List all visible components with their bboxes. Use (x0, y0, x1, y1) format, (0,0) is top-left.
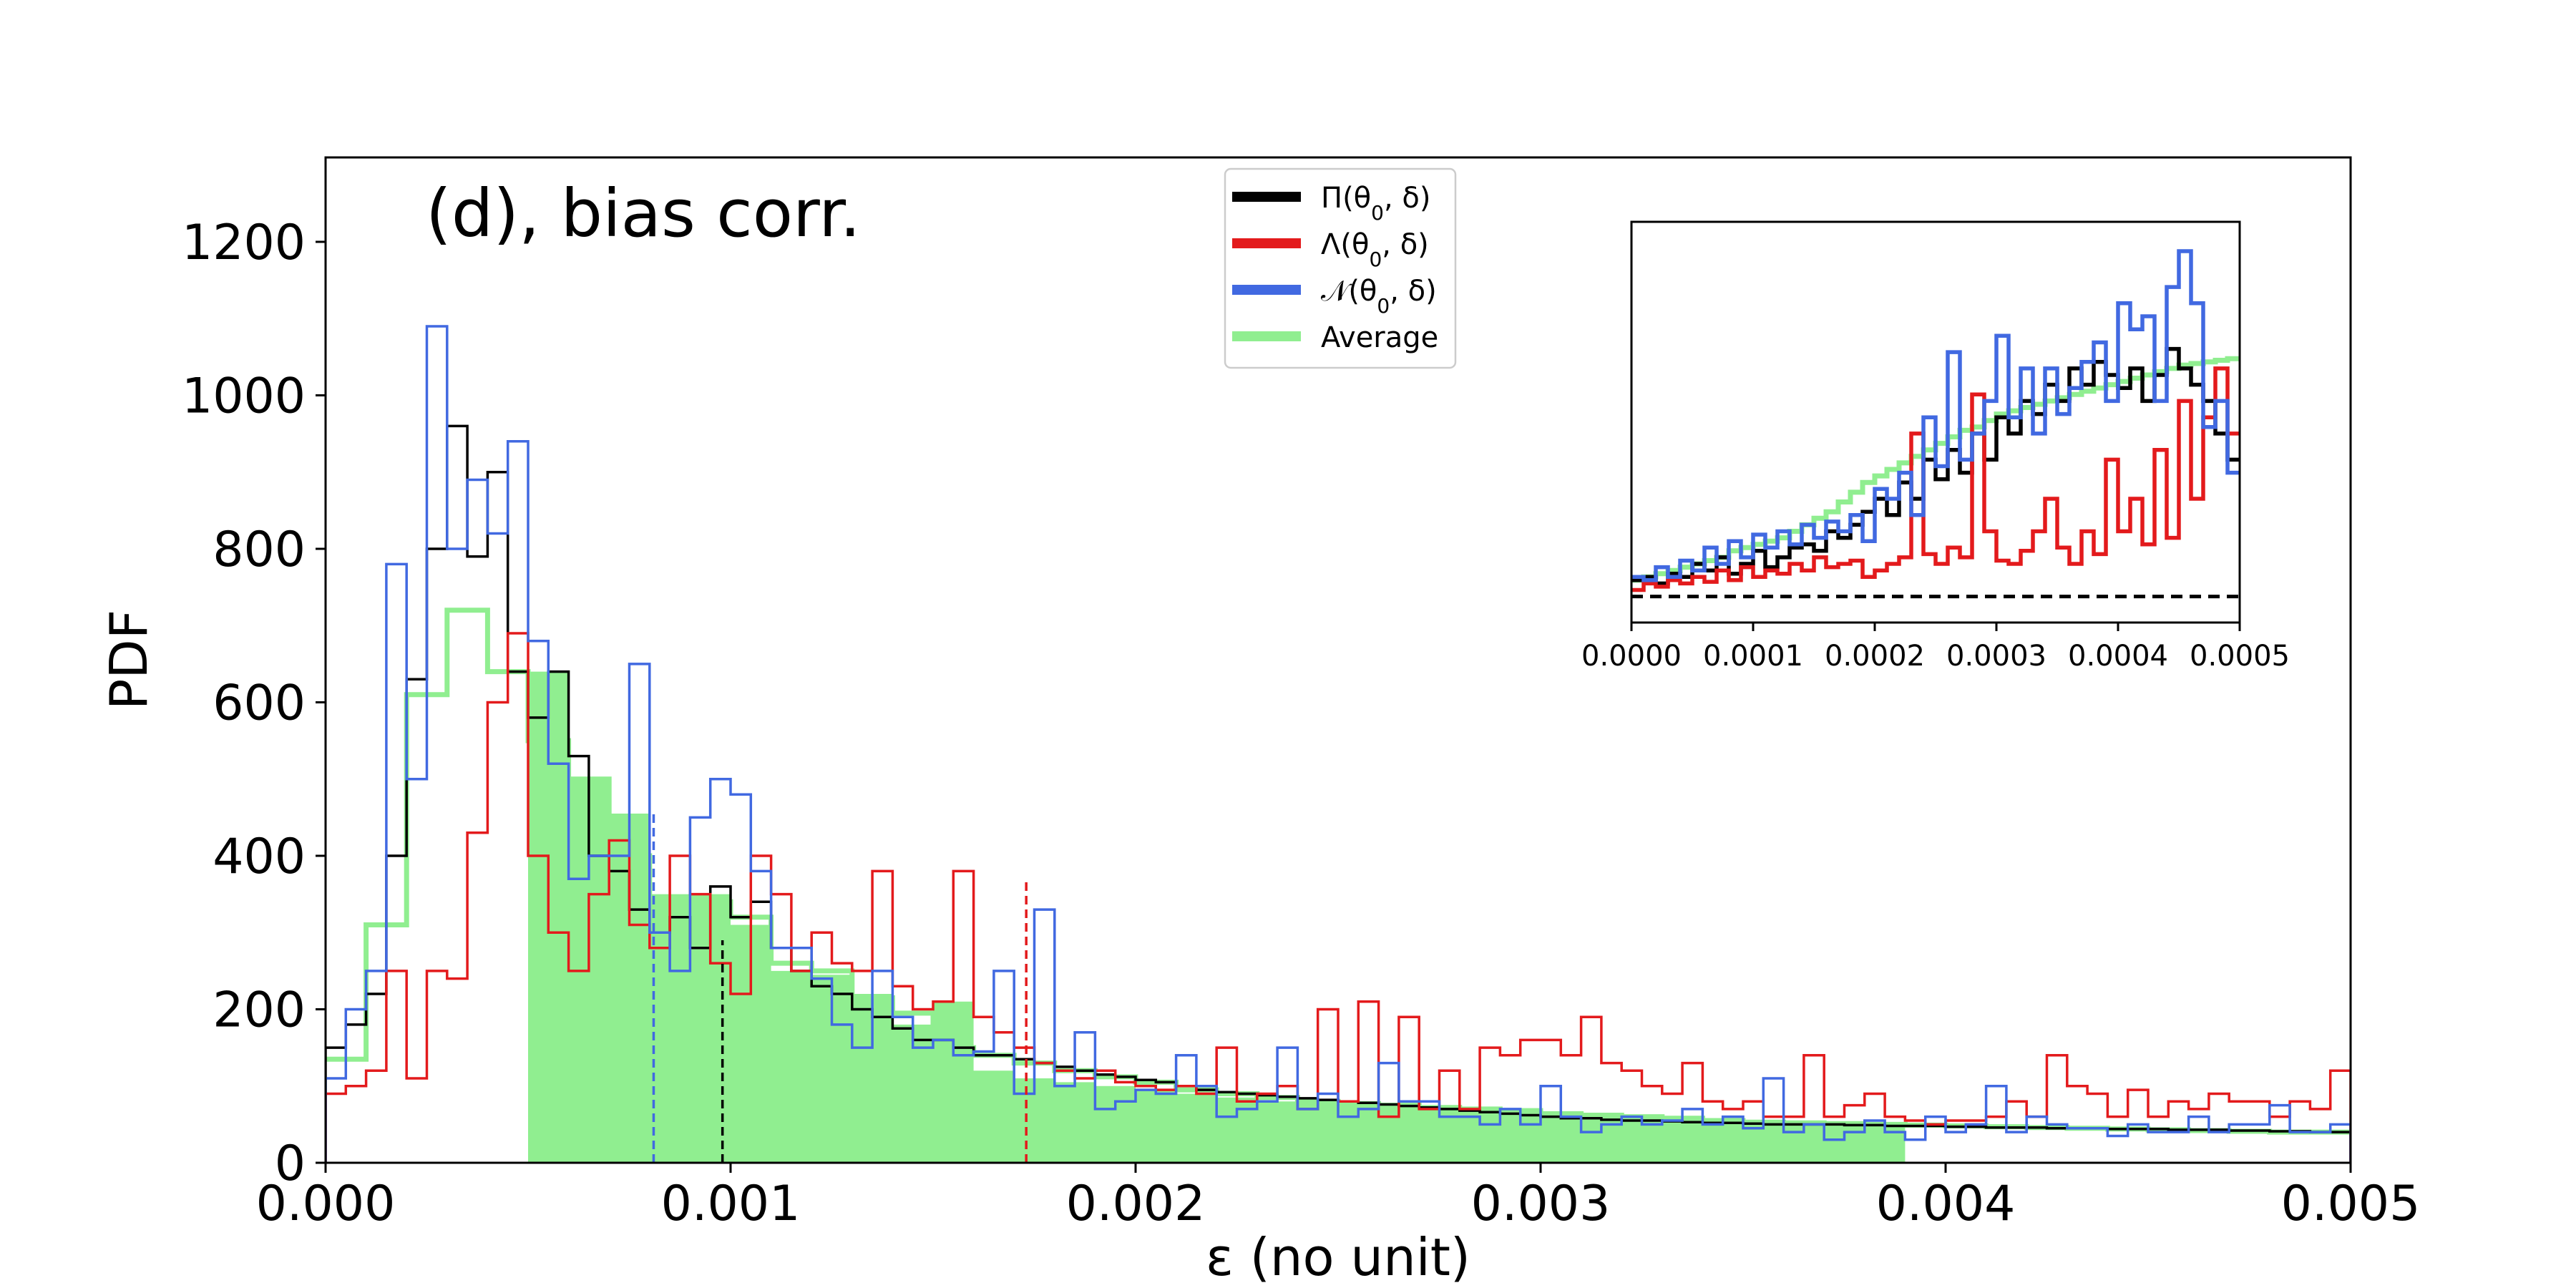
normal-step-histogram (326, 325, 2351, 1163)
legend-label-text: Λ(θ (1321, 228, 1369, 261)
inset-x-tick-label: 0.0000 (1581, 640, 1682, 673)
x-tick-label: 0.003 (1471, 1176, 1611, 1232)
y-tick-label: 1200 (182, 215, 306, 271)
y-tick-label: 200 (213, 982, 306, 1038)
inset-lambda-line (1631, 366, 2240, 592)
legend-label-text: Average (1321, 321, 1438, 354)
legend: Π(θ0, δ)Λ(θ0, δ)𝒩(θ0, δ)Average (1224, 167, 1457, 369)
inset-pi-line (1631, 346, 2240, 586)
y-tick-label: 600 (213, 675, 306, 731)
inset-frame (1630, 220, 2241, 624)
legend-label-text: , δ) (1390, 275, 1437, 308)
inset-x-tick-label: 0.0005 (2190, 640, 2290, 673)
lambda-step-histogram (326, 632, 2351, 1163)
inset-panel: 0.0000 0.0001 0.0002 0.0003 0.0004 0.0005 (1581, 220, 2290, 673)
x-tick-label: 0.004 (1876, 1176, 2016, 1232)
y-tick-label: 0 (275, 1136, 306, 1192)
legend-label-normal: 𝒩(θ0, δ) (1321, 275, 1437, 318)
y-axis-label: PDF (99, 610, 159, 710)
legend-label-subscript: 0 (1371, 201, 1384, 225)
panel-label: (d), bias corr. (426, 175, 861, 252)
axis-ticks: 0.000 0.001 0.002 0.003 0.004 0.005 0 200 400 600… (182, 215, 2420, 1232)
y-tick-label: 800 (213, 522, 306, 578)
y-tick-label: 1000 (182, 368, 306, 424)
plot-clip-layer (326, 325, 2351, 1163)
plot-marks (326, 325, 2351, 1163)
inset-x-tick-label: 0.0004 (2068, 640, 2168, 673)
inset-x-tick-label: 0.0001 (1703, 640, 1803, 673)
legend-label-text: , δ) (1384, 182, 1431, 215)
x-tick-label: 0.002 (1066, 1176, 1206, 1232)
x-tick-label: 0.001 (661, 1176, 801, 1232)
inset-x-tick-label: 0.0003 (1946, 640, 2046, 673)
inset-x-tick-label: 0.0002 (1825, 640, 1925, 673)
legend-label-subscript: 0 (1369, 248, 1382, 271)
legend-label-text: 𝒩(θ (1321, 275, 1377, 308)
plot-frame (324, 156, 2352, 1164)
legend-label-pi: Π(θ0, δ) (1321, 182, 1431, 225)
legend-box (1224, 167, 1457, 369)
legend-label-average: Average (1321, 321, 1438, 354)
legend-label-text: , δ) (1382, 228, 1429, 261)
legend-label-lambda: Λ(θ0, δ) (1321, 228, 1429, 271)
inset-normal-line (1631, 249, 2240, 582)
legend-label-text: Π(θ (1321, 182, 1371, 215)
y-tick-label: 400 (213, 829, 306, 885)
legend-label-subscript: 0 (1377, 294, 1390, 318)
x-axis-label: ε (no unit) (1206, 1227, 1470, 1287)
inset-clip-layer (1631, 249, 2240, 599)
x-tick-label: 0.005 (2281, 1176, 2421, 1232)
x-tick-label: 0.000 (256, 1176, 396, 1232)
